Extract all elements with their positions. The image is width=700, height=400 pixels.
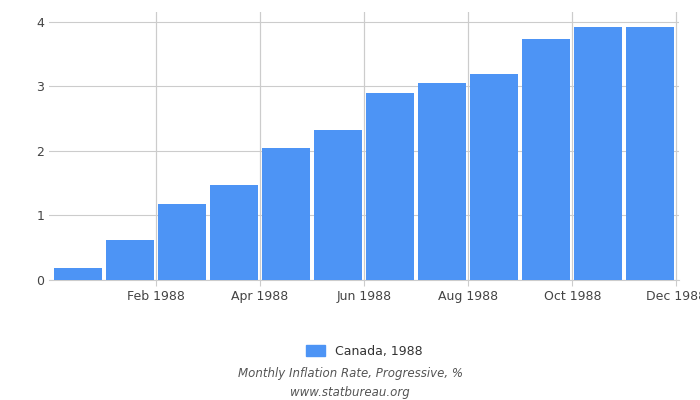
Bar [54, 268, 102, 280]
Bar [574, 28, 622, 280]
Bar [626, 28, 674, 280]
Bar [210, 185, 258, 280]
Text: www.statbureau.org: www.statbureau.org [290, 386, 410, 399]
Bar [418, 83, 466, 280]
Bar [158, 204, 206, 280]
Bar [470, 74, 518, 280]
Bar [522, 39, 570, 280]
Bar [106, 240, 154, 280]
Bar [262, 148, 310, 280]
Legend: Canada, 1988: Canada, 1988 [301, 340, 427, 363]
Bar [366, 93, 414, 280]
Text: Monthly Inflation Rate, Progressive, %: Monthly Inflation Rate, Progressive, % [237, 368, 463, 380]
Bar [314, 130, 362, 280]
